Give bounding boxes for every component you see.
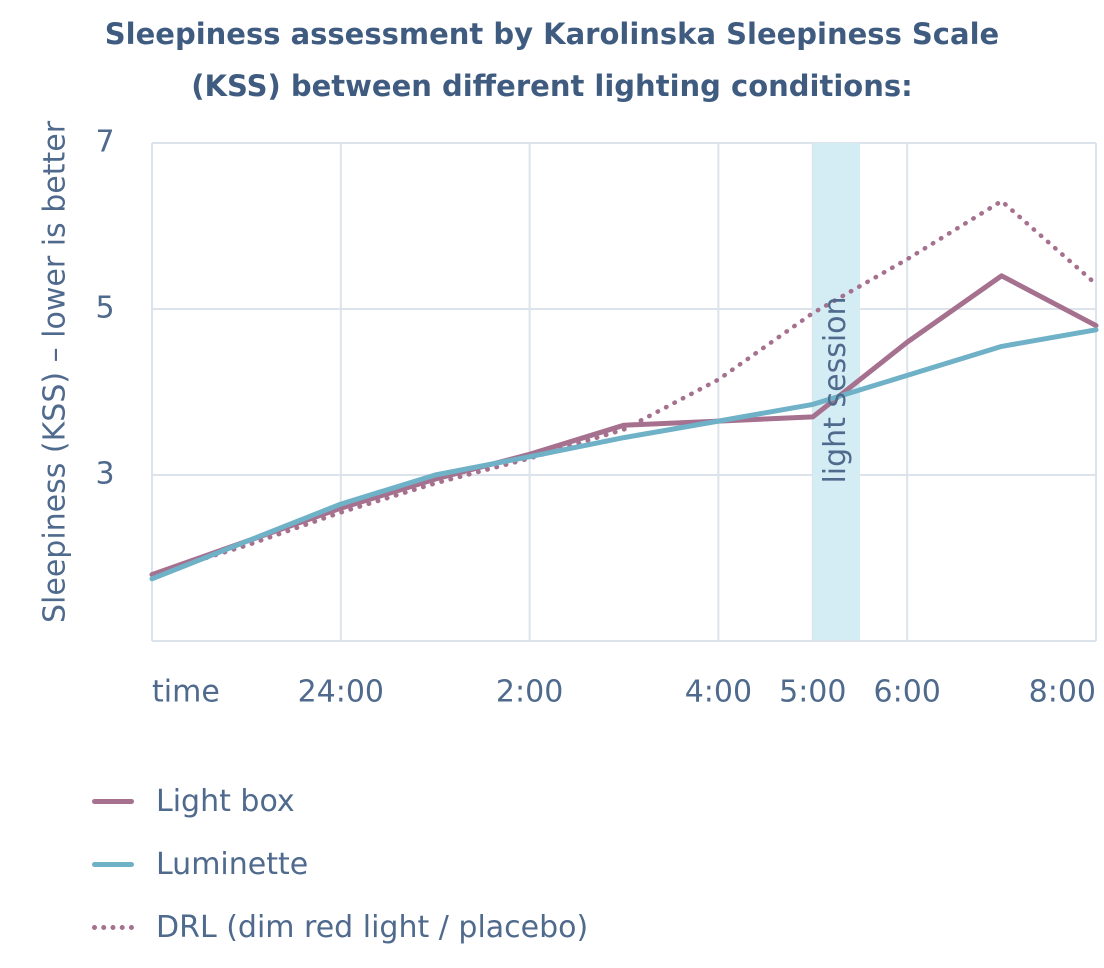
y-tick-label: 5 (95, 291, 114, 326)
series-group: light session (149, 198, 1099, 582)
legend-label: Light box (156, 784, 295, 819)
series-line-luminette (149, 327, 1099, 582)
x-axis-label: time (152, 675, 220, 710)
legend-swatch-light-box (92, 799, 134, 804)
chart-title-line-2: (KSS) between different lighting conditi… (191, 69, 913, 103)
axes (151, 143, 1097, 642)
tick-labels: 3 5 7 time 24:00 2:00 4:00 5:00 6:00 8:00 (95, 125, 1096, 710)
legend-swatch-luminette (92, 862, 134, 867)
series-line-light-box (149, 273, 1099, 578)
series-line-drl (149, 198, 1099, 577)
legend-item-light-box[interactable]: Light box (92, 770, 588, 833)
y-tick-label: 7 (95, 125, 114, 160)
x-tick-label: 4:00 (685, 675, 752, 710)
legend-label: Luminette (156, 847, 309, 882)
x-tick-label: 24:00 (298, 675, 384, 710)
light-session-label: light session (818, 296, 853, 483)
plot-area (152, 143, 1096, 641)
legend-swatch-drl (92, 925, 134, 930)
legend: Light box Luminette DRL (dim red light /… (92, 770, 588, 959)
legend-item-luminette[interactable]: Luminette (92, 833, 588, 896)
y-axis-label: Sleepiness (KSS) – lower is better (38, 120, 73, 623)
chart-title-line-1: Sleepiness assessment by Karolinska Slee… (104, 17, 1000, 51)
chart-title: Sleepiness assessment by Karolinska Slee… (0, 8, 1104, 112)
legend-item-drl[interactable]: DRL (dim red light / placebo) (92, 896, 588, 959)
y-tick-label: 3 (95, 457, 114, 492)
line-chart: light session 3 5 7 time 24:00 2:00 4:00 5:00 6:… (38, 120, 1099, 710)
x-tick-label: 8:00 (1029, 675, 1096, 710)
x-tick-label: 6:00 (874, 675, 941, 710)
legend-label: DRL (dim red light / placebo) (156, 910, 589, 945)
x-tick-label: 5:00 (779, 675, 846, 710)
x-tick-label: 2:00 (496, 675, 563, 710)
